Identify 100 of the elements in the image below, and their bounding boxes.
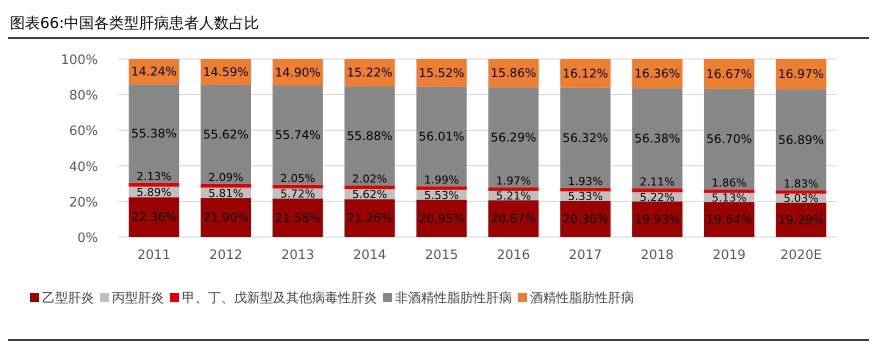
legend-label: 酒精性脂肪性肝病: [530, 291, 634, 306]
data-label: 56.32%: [562, 130, 608, 145]
bar: [200, 198, 252, 237]
data-label: 5.62%: [352, 188, 388, 202]
data-label: 2.11%: [640, 175, 675, 188]
data-label: 5.13%: [712, 191, 747, 204]
bar: [488, 87, 539, 188]
data-label: 2.09%: [208, 170, 244, 184]
data-label: 55.38%: [131, 126, 177, 141]
bar: [200, 84, 252, 184]
legend-label: 甲、丁、戊新型及其他病毒性肝炎: [182, 291, 377, 306]
data-label: 15.86%: [490, 66, 536, 80]
bar: [776, 202, 826, 237]
bar: [344, 199, 395, 237]
bar: [200, 184, 252, 188]
bar: [704, 190, 754, 193]
legend-label: 乙型肝炎: [42, 291, 94, 306]
data-label: 16.12%: [562, 66, 608, 80]
bar: [128, 197, 180, 237]
x-tick-label: 2017: [568, 248, 602, 263]
y-tick-label: 80%: [69, 88, 98, 104]
bar: [272, 184, 323, 188]
data-label: 2.02%: [352, 172, 388, 186]
bar: [128, 84, 180, 183]
x-tick-label: 2011: [137, 248, 170, 263]
x-tick-label: 2012: [209, 248, 242, 263]
y-tick-label: 100%: [60, 53, 98, 68]
legend-label: 非酒精性脂肪性肝病: [395, 291, 512, 306]
x-tick-label: 2014: [353, 248, 386, 263]
data-label: 5.03%: [784, 192, 819, 206]
data-label: 1.97%: [496, 174, 531, 188]
legend-label: 丙型肝炎: [112, 291, 164, 306]
data-label: 16.97%: [778, 67, 824, 82]
bar: [560, 188, 611, 192]
data-label: 56.89%: [778, 132, 824, 147]
data-label: 5.53%: [424, 188, 460, 202]
data-label: 55.88%: [346, 128, 393, 143]
x-tick-label: 2020E: [780, 248, 822, 263]
data-label: 5.21%: [496, 190, 531, 203]
data-label: 2.05%: [280, 172, 316, 185]
bar: [704, 88, 754, 190]
chart-title: 图表66:中国各类型肝病患者人数占比: [10, 14, 260, 32]
data-label: 21.26%: [346, 211, 393, 226]
data-label: 55.74%: [274, 128, 321, 142]
data-label: 5.89%: [136, 186, 172, 199]
data-label: 14.59%: [202, 64, 249, 79]
bar: [632, 188, 682, 192]
data-label: 19.29%: [778, 212, 824, 227]
bar: [344, 186, 395, 190]
y-tick-label: 60%: [69, 124, 98, 140]
data-label: 21.90%: [202, 210, 249, 225]
data-label: 2.13%: [136, 170, 172, 183]
bar: [416, 200, 467, 237]
bar: [632, 88, 682, 188]
data-label: 56.70%: [706, 132, 752, 146]
data-label: 56.01%: [418, 129, 464, 144]
data-label: 5.22%: [640, 190, 675, 204]
data-label: 20.67%: [490, 212, 536, 226]
bar: [704, 202, 754, 237]
bar: [560, 200, 611, 237]
bar: [488, 200, 539, 237]
data-label: 1.86%: [712, 176, 747, 190]
data-label: 14.90%: [274, 65, 321, 80]
x-tick-label: 2018: [640, 248, 674, 263]
x-tick-label: 2016: [496, 248, 530, 263]
bar: [776, 89, 826, 190]
data-label: 19.93%: [634, 212, 680, 226]
x-tick-label: 2013: [281, 248, 314, 263]
bar: [776, 190, 826, 194]
bar: [488, 187, 539, 191]
data-label: 56.29%: [490, 130, 536, 144]
bar: [272, 86, 323, 185]
y-tick-label: 0%: [77, 231, 98, 246]
bar: [560, 88, 611, 188]
bar: [416, 186, 467, 190]
data-label: 55.62%: [202, 127, 249, 142]
bar: [272, 198, 323, 237]
data-label: 20.30%: [562, 212, 608, 226]
data-label: 1.99%: [424, 173, 460, 186]
data-label: 56.38%: [634, 131, 680, 146]
data-label: 19.64%: [706, 212, 752, 227]
data-label: 15.52%: [418, 66, 464, 80]
data-label: 16.36%: [634, 66, 680, 81]
data-label: 16.67%: [706, 66, 752, 81]
x-tick-label: 2019: [712, 248, 746, 263]
data-label: 21.58%: [274, 210, 321, 225]
data-label: 22.36%: [131, 210, 177, 224]
data-label: 5.33%: [568, 190, 603, 204]
data-label: 1.93%: [568, 174, 603, 188]
bar: [632, 202, 682, 237]
data-label: 20.95%: [418, 211, 464, 226]
data-label: 1.83%: [784, 177, 819, 190]
data-label: 15.22%: [346, 66, 393, 80]
data-label: 14.24%: [131, 64, 177, 79]
bar: [344, 86, 395, 186]
data-label: 5.72%: [280, 187, 316, 200]
y-tick-label: 40%: [69, 160, 98, 175]
data-label: 5.81%: [208, 186, 244, 200]
y-tick-label: 20%: [69, 195, 98, 210]
bar: [416, 86, 467, 186]
